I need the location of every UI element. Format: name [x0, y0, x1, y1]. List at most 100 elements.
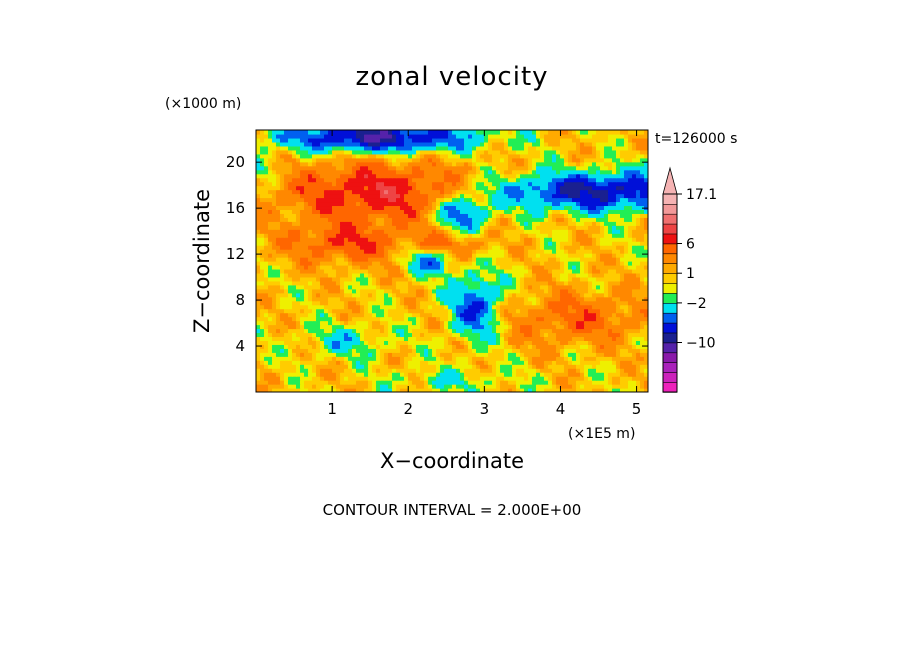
heatmap-cell — [292, 380, 297, 385]
heatmap-cell — [312, 276, 317, 282]
heatmap-cell — [352, 193, 357, 199]
heatmap-cell — [604, 221, 609, 226]
heatmap-cell — [340, 288, 345, 294]
heatmap-cell — [300, 257, 305, 262]
heatmap-cell — [372, 213, 377, 218]
heatmap-cell — [456, 229, 461, 234]
heatmap-cell — [600, 328, 605, 334]
heatmap-cell — [316, 189, 321, 195]
heatmap-cell — [420, 233, 425, 238]
heatmap-cell — [624, 336, 629, 341]
heatmap-cell — [372, 304, 377, 310]
heatmap-cell — [436, 217, 441, 222]
heatmap-cell — [500, 368, 505, 373]
heatmap-cell — [608, 268, 613, 274]
heatmap-cell — [624, 253, 629, 258]
heatmap-cell — [352, 225, 357, 230]
heatmap-cell — [520, 360, 525, 365]
heatmap-cell — [284, 276, 289, 282]
heatmap-cell — [616, 209, 621, 214]
heatmap-cell — [336, 221, 341, 226]
heatmap-cell — [432, 233, 437, 238]
heatmap-cell — [640, 237, 645, 242]
heatmap-cell — [516, 328, 521, 334]
heatmap-cell — [328, 193, 333, 199]
heatmap-cell — [460, 332, 465, 338]
heatmap-cell — [324, 272, 329, 278]
heatmap-cell — [384, 376, 389, 381]
heatmap-cell — [352, 344, 357, 349]
heatmap-cell — [480, 253, 485, 258]
heatmap-cell — [432, 372, 437, 377]
heatmap-cell — [460, 205, 465, 210]
heatmap-cell — [628, 332, 633, 338]
heatmap-cell — [420, 217, 425, 222]
heatmap-cell — [328, 388, 333, 392]
heatmap-cell — [360, 340, 365, 345]
heatmap-cell — [576, 292, 581, 298]
heatmap-cell — [488, 264, 493, 270]
heatmap-cell — [412, 268, 417, 274]
heatmap-cell — [432, 328, 437, 334]
heatmap-cell — [516, 296, 521, 302]
heatmap-cell — [376, 237, 381, 242]
heatmap-cell — [300, 268, 305, 274]
heatmap-cell — [408, 300, 413, 306]
heatmap-cell — [560, 368, 565, 373]
heatmap-cell — [500, 276, 505, 282]
heatmap-cell — [336, 376, 341, 381]
heatmap-cell — [260, 261, 265, 266]
heatmap-cell — [444, 257, 449, 262]
heatmap-cell — [516, 209, 521, 214]
heatmap-cell — [280, 253, 285, 258]
heatmap-cell — [620, 209, 625, 214]
heatmap-cell — [324, 316, 329, 322]
heatmap-cell — [564, 284, 569, 290]
heatmap-cell — [616, 380, 621, 385]
heatmap-cell — [436, 300, 441, 306]
heatmap-cell — [632, 308, 637, 314]
heatmap-cell — [572, 280, 577, 286]
heatmap-cell — [600, 340, 605, 345]
heatmap-cell — [556, 233, 561, 238]
heatmap-cell — [388, 328, 393, 334]
heatmap-cell — [548, 364, 553, 369]
heatmap-cell — [396, 264, 401, 270]
heatmap-cell — [468, 356, 473, 361]
heatmap-cell — [416, 193, 421, 199]
heatmap-cell — [352, 336, 357, 341]
heatmap-cell — [492, 308, 497, 314]
heatmap-cell — [292, 261, 297, 266]
heatmap-cell — [644, 261, 648, 266]
heatmap-cell — [356, 245, 361, 250]
heatmap-cell — [460, 276, 465, 282]
heatmap-cell — [404, 264, 409, 270]
heatmap-cell — [292, 288, 297, 294]
heatmap-cell — [272, 225, 277, 230]
heatmap-cell — [284, 205, 289, 210]
heatmap-cell — [476, 197, 481, 203]
heatmap-cell — [268, 217, 273, 222]
heatmap-cell — [500, 197, 505, 203]
heatmap-cell — [424, 193, 429, 199]
heatmap-cell — [332, 229, 337, 234]
heatmap-cell — [556, 272, 561, 278]
heatmap-cell — [596, 225, 601, 230]
heatmap-cell — [496, 284, 501, 290]
heatmap-cell — [312, 221, 317, 226]
heatmap-cell — [284, 264, 289, 270]
heatmap-cell — [388, 292, 393, 298]
heatmap-cell — [376, 213, 381, 218]
heatmap-cell — [336, 225, 341, 230]
heatmap-cell — [364, 221, 369, 226]
heatmap-cell — [480, 221, 485, 226]
heatmap-cell — [520, 229, 525, 234]
heatmap-cell — [588, 340, 593, 345]
heatmap-cell — [260, 356, 265, 361]
heatmap-cell — [556, 312, 561, 318]
heatmap-cell — [296, 344, 301, 349]
heatmap-cell — [480, 360, 485, 365]
heatmap-cell — [260, 376, 265, 381]
heatmap-cell — [444, 332, 449, 338]
heatmap-cell — [296, 324, 301, 330]
